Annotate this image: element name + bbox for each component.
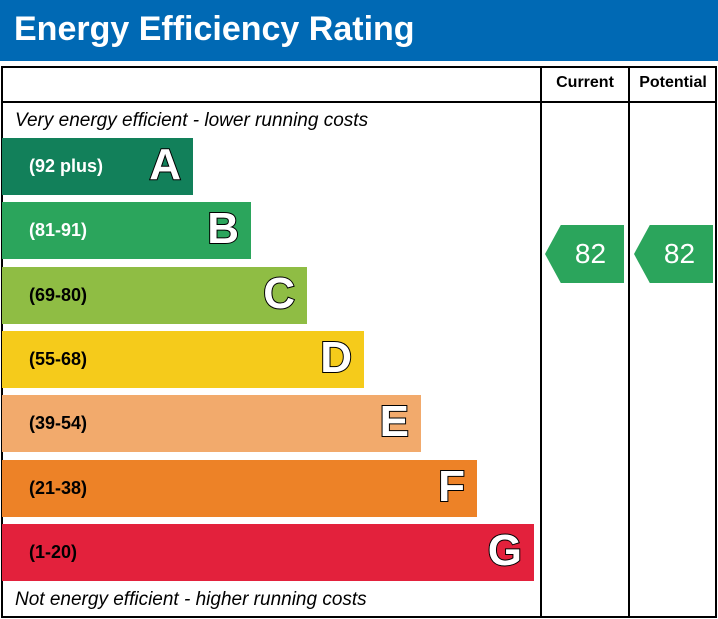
current-column-header: Current (556, 74, 614, 91)
band-bar-c: (69-80) C (2, 266, 307, 324)
band-letter: B (206, 203, 240, 254)
current-rating-arrow: 82 (545, 225, 624, 283)
band-range: (1-20) (29, 541, 78, 562)
band-letter: F (437, 461, 466, 512)
band-letter: C (262, 268, 296, 319)
band-letter: D (319, 332, 353, 383)
potential-rating-arrow: 82 (634, 225, 713, 283)
column-divider (540, 66, 542, 618)
band-range: (69-80) (29, 284, 88, 305)
band-range: (92 plus) (29, 156, 104, 176)
band-range: (21-38) (29, 477, 88, 498)
band-letter: E (379, 396, 410, 447)
header-divider (1, 101, 717, 103)
band-bar-b: (81-91) B (2, 202, 251, 260)
band-bar-f: (21-38) F (2, 459, 477, 517)
top-note: Very energy efficient - lower running co… (15, 110, 369, 131)
page-title: Energy Efficiency Rating (0, 0, 718, 61)
band-letter: A (148, 139, 182, 190)
bottom-note: Not energy efficient - higher running co… (15, 589, 367, 610)
band-letter: G (487, 525, 523, 576)
band-bar-d: (55-68) D (2, 330, 364, 388)
band-range: (81-91) (29, 220, 88, 241)
column-divider (628, 66, 630, 618)
potential-column-header: Potential (639, 74, 707, 91)
band-bar-e: (39-54) E (2, 395, 421, 453)
band-range: (39-54) (29, 413, 88, 434)
band-bar-g: (1-20) G (2, 523, 534, 581)
band-range: (55-68) (29, 348, 88, 369)
band-bar-a: (92 plus) A (2, 138, 193, 195)
